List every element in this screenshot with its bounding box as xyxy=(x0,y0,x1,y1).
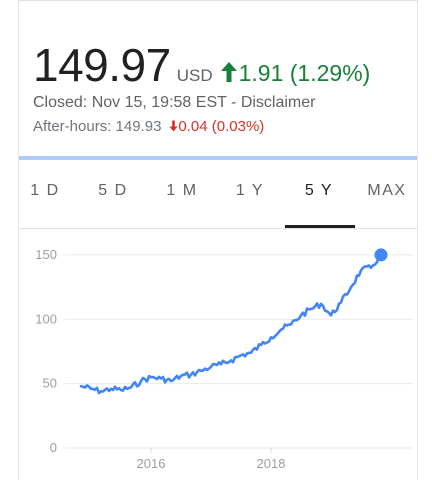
tab-1d[interactable]: 1 D xyxy=(30,182,60,199)
price-row: 149.97 USD 1.91 (1.29%) xyxy=(33,38,370,92)
current-price: 149.97 xyxy=(33,39,171,91)
stock-quote-card: 149.97 USD 1.91 (1.29%) Closed: Nov 15, 19… xyxy=(18,0,418,480)
market-status: Closed: Nov 15, 19:58 EST - Disclaimer xyxy=(33,94,316,111)
tabs-divider xyxy=(19,228,417,229)
currency-label: USD xyxy=(176,66,213,85)
after-hours-change-value: 0.04 (0.03%) xyxy=(178,118,265,135)
y-tick-label: 0 xyxy=(50,440,57,455)
x-tick-label: 2018 xyxy=(257,456,286,471)
price-chart[interactable]: 0 50 100 150 2016 2018 xyxy=(19,230,417,480)
tab-max[interactable]: MAX xyxy=(367,182,407,199)
y-tick-label: 150 xyxy=(35,247,57,262)
accent-divider xyxy=(19,156,417,160)
tab-1m[interactable]: 1 M xyxy=(166,182,198,199)
range-tabs: 1 D 5 D 1 M 1 Y 5 Y MAX xyxy=(19,160,417,228)
arrow-up-icon xyxy=(220,62,237,82)
latest-price-point xyxy=(374,248,388,262)
y-tick-label: 100 xyxy=(35,311,57,326)
tab-5y[interactable]: 5 Y xyxy=(304,182,334,199)
arrow-down-icon xyxy=(169,120,178,132)
after-hours-row: After-hours: 149.93 0.04 (0.03%) xyxy=(33,118,264,135)
after-hours-change: 0.04 (0.03%) xyxy=(169,118,264,135)
price-change: 1.91 (1.29%) xyxy=(219,60,371,86)
after-hours-price: After-hours: 149.93 xyxy=(33,118,162,135)
tab-1y[interactable]: 1 Y xyxy=(235,182,265,199)
tab-5d[interactable]: 5 D xyxy=(98,182,128,199)
price-change-value: 1.91 (1.29%) xyxy=(238,60,371,86)
x-tick-label: 2016 xyxy=(137,456,166,471)
top-divider xyxy=(19,0,417,1)
y-tick-label: 50 xyxy=(43,376,57,391)
active-tab-indicator xyxy=(285,225,355,228)
price-series-line xyxy=(79,253,383,395)
